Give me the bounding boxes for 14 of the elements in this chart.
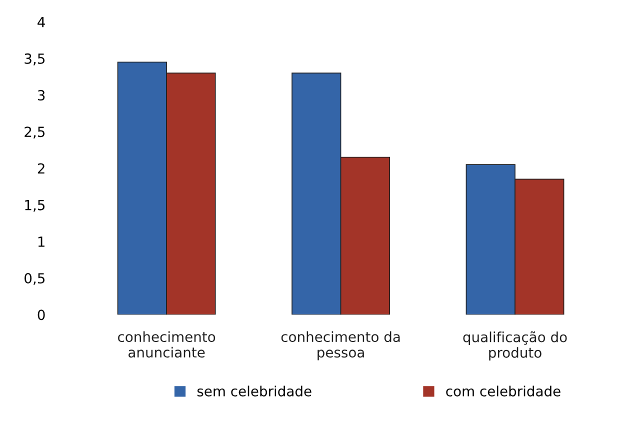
x-tick-label: qualificação do produto	[463, 331, 567, 361]
y-tick-label: 0,5	[24, 273, 45, 285]
y-tick-label: 1	[38, 236, 44, 247]
y-tick-label: 3	[38, 90, 45, 101]
y-tick-label: 2	[38, 163, 44, 174]
y-tick-label: 0	[38, 310, 45, 320]
legend-label: sem celebridade	[197, 386, 312, 396]
x-tick-label: conhecimento da pessoa	[281, 331, 400, 360]
x-tick-label: conhecimento anunciante	[118, 331, 216, 358]
y-tick-label: 4	[38, 17, 45, 28]
y-tick-label: 1,5	[25, 200, 45, 212]
y-tick-label: 3,5	[24, 53, 45, 66]
legend-label: com celebridade	[446, 386, 560, 396]
y-tick-label: 2,5	[24, 126, 45, 139]
